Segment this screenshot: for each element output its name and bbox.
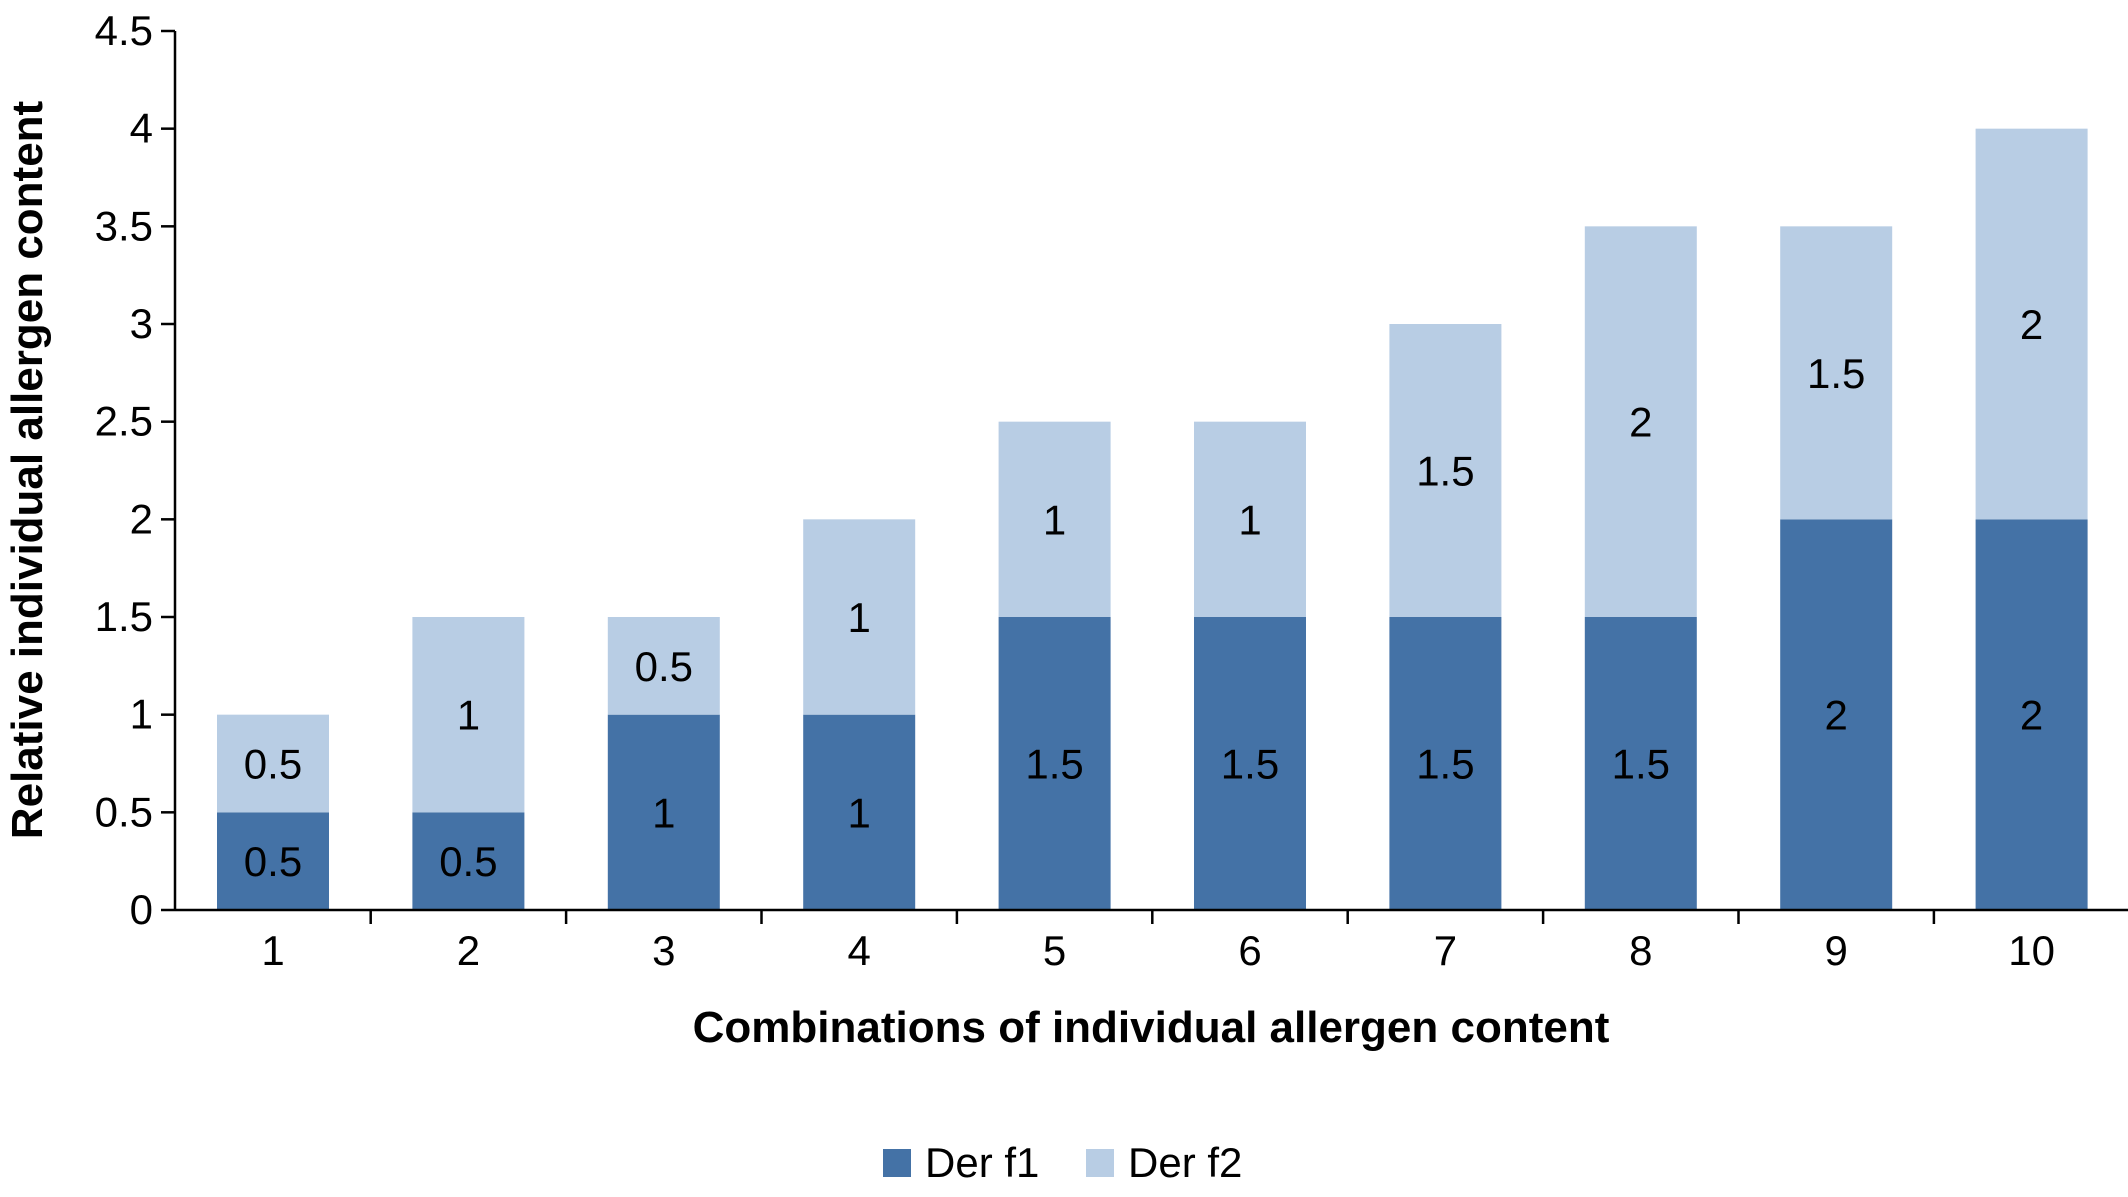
data-label-der-f1-5: 1.5 [1025,741,1083,788]
y-tick-label: 1.5 [95,593,153,640]
bar-der-f1-9 [1780,519,1893,910]
x-tick-label: 7 [1434,927,1457,974]
data-labels-layer: 0.5 0.5 0.5 1 1 0.5 1 1 1.5 1 1.5 1 1.5 1.5 1.5 2 2 1.5 2 2 [244,301,2043,885]
bar-der-f2-10 [1975,128,2088,520]
data-label-der-f1-7: 1.5 [1416,741,1474,788]
data-label-der-f2-10: 2 [2020,301,2043,348]
x-tick-label: 9 [1825,927,1848,974]
bar-der-f2-2 [412,617,525,813]
bar-der-f1-3 [607,714,720,910]
bars-layer [217,128,2088,910]
y-tick-label: 2.5 [95,398,153,445]
x-ticks-layer: 1 2 3 4 5 6 7 8 9 10 [261,910,2055,974]
x-tick-label: 10 [2008,927,2055,974]
bar-der-f1-5 [998,617,1111,910]
data-label-der-f1-8: 1.5 [1612,741,1670,788]
x-tick-label: 1 [261,927,284,974]
data-label-der-f1-9: 2 [1825,692,1848,739]
bar-der-f2-3 [607,617,720,715]
y-tick-label: 0 [130,886,153,933]
x-tick-label: 4 [848,927,871,974]
bar-der-f2-8 [1584,226,1697,618]
data-label-der-f2-7: 1.5 [1416,448,1474,495]
data-label-der-f2-9: 1.5 [1807,350,1865,397]
data-label-der-f1-4: 1 [848,789,871,836]
bar-der-f1-10 [1975,519,2088,910]
data-label-der-f1-6: 1.5 [1221,741,1279,788]
data-label-der-f2-3: 0.5 [635,643,693,690]
y-tick-label: 2 [130,495,153,542]
x-tick-label: 6 [1238,927,1261,974]
data-label-der-f2-5: 1 [1043,496,1066,543]
x-tick-label: 5 [1043,927,1066,974]
bar-der-f2-6 [1194,421,1306,617]
bar-der-f2-5 [998,421,1111,617]
bar-der-f1-2 [412,812,525,910]
y-tick-label: 4 [130,105,153,152]
bar-der-f1-4 [803,714,916,910]
legend-swatch-der-f2 [1086,1149,1114,1177]
data-label-der-f1-1: 0.5 [244,838,302,885]
y-tick-label: 3 [130,300,153,347]
bar-der-f2-1 [217,714,329,813]
data-label-der-f2-2: 1 [457,692,480,739]
data-label-der-f1-10: 2 [2020,692,2043,739]
bar-der-f1-8 [1584,617,1697,910]
data-label-der-f2-4: 1 [848,594,871,641]
bar-der-f1-6 [1194,617,1306,910]
bar-der-f2-7 [1389,324,1502,617]
bar-der-f2-4 [803,519,916,715]
legend-label-der-f1: Der f1 [925,1139,1039,1186]
bar-der-f1-1 [217,812,329,910]
bar-der-f1-7 [1389,617,1502,910]
legend: Der f1 Der f2 [883,1139,1242,1186]
bar-der-f2-9 [1780,226,1893,520]
data-label-der-f1-3: 1 [652,789,675,836]
legend-swatch-der-f1 [883,1149,911,1177]
data-label-der-f2-1: 0.5 [244,741,302,788]
x-tick-label: 2 [457,927,480,974]
x-axis-title: Combinations of individual allergen cont… [693,1003,1610,1052]
data-label-der-f2-8: 2 [1629,399,1652,446]
y-tick-label: 3.5 [95,202,153,249]
x-tick-label: 3 [652,927,675,974]
legend-label-der-f2: Der f2 [1128,1139,1242,1186]
y-axis-title: Relative individual allergen content [3,100,52,839]
y-tick-label: 4.5 [95,7,153,54]
y-ticks-layer: 0 0.5 1 1.5 2 2.5 3 3.5 4 4.5 [95,7,175,933]
y-tick-label: 1 [130,691,153,738]
data-label-der-f2-6: 1 [1238,496,1261,543]
data-label-der-f1-2: 0.5 [439,838,497,885]
x-tick-label: 8 [1629,927,1652,974]
y-tick-label: 0.5 [95,788,153,835]
